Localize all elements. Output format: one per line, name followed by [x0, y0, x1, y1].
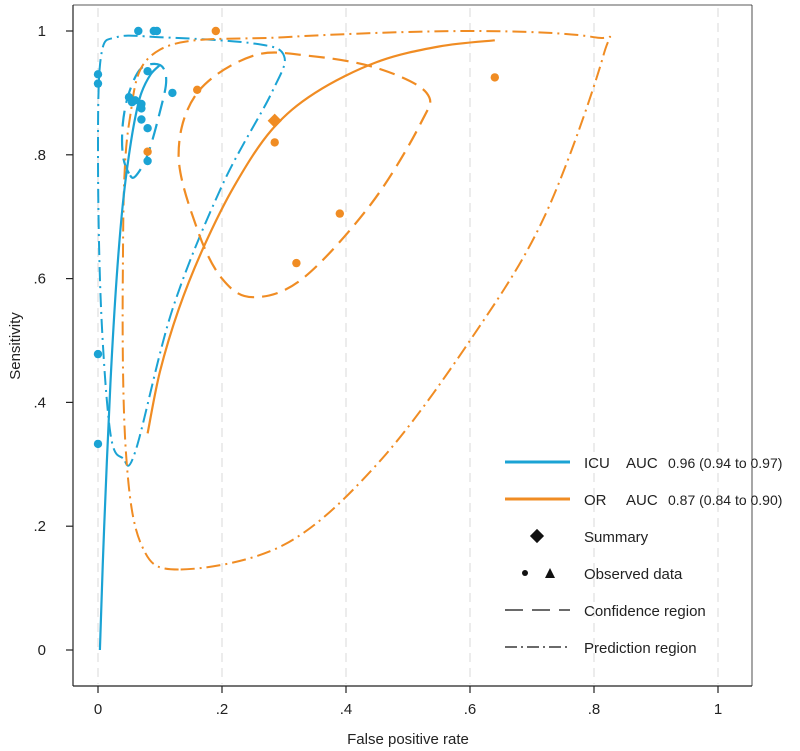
y-tick-label-0: 0: [38, 642, 46, 659]
or-observed-point-1: [490, 73, 499, 82]
icu-observed-point-1: [93, 79, 103, 88]
x-ticks: 0 .2 .4 .6 .8 1: [94, 686, 722, 718]
y-tick-label-5: 1: [38, 23, 46, 40]
legend-summary-diamond: [529, 528, 545, 544]
icu-observed-point-0: [93, 70, 103, 79]
legend-icu-label: ICU: [584, 455, 610, 472]
or-observed-point-3: [270, 138, 279, 147]
y-tick-label-4: .8: [33, 147, 46, 164]
x-axis-title: False positive rate: [347, 731, 469, 748]
legend-icu-auc-value: 0.96 (0.94 to 0.97): [668, 455, 782, 471]
observed-points: [93, 26, 499, 449]
legend-or-auc-value: 0.87 (0.84 to 0.90): [668, 492, 782, 508]
legend-observed-triangle: [545, 568, 555, 578]
or-observed-point-0: [211, 26, 220, 36]
icu-observed-point-10: [143, 67, 152, 76]
legend-observed-dot: [522, 570, 528, 576]
y-tick-label-2: .4: [33, 394, 46, 411]
legend-or-auc-label: AUC: [626, 492, 658, 509]
summary-points: [267, 113, 282, 128]
x-tick-label-2: .4: [340, 701, 353, 718]
or-observed-point-2: [193, 85, 202, 95]
legend-icu-auc-label: AUC: [626, 455, 658, 472]
sroc-curves: [98, 39, 495, 651]
legend-summary-label: Summary: [584, 529, 649, 546]
icu-observed-point-2: [134, 26, 143, 36]
icu-observed-point-16: [93, 439, 103, 449]
icu-observed-point-13: [143, 124, 152, 133]
or-prediction-region: [121, 29, 612, 571]
icu-observed-point-4: [152, 26, 162, 36]
or-observed-point-4: [143, 147, 152, 156]
icu-observed-point-9: [137, 104, 146, 113]
legend-or-label: OR: [584, 492, 607, 509]
icu-observed-point-14: [143, 156, 152, 166]
icu-sroc-curve: [98, 64, 161, 651]
x-tick-label-5: 1: [714, 701, 722, 718]
icu-observed-point-12: [137, 115, 146, 124]
legend-observed-label: Observed data: [584, 566, 683, 583]
or-summary-point: [267, 113, 282, 128]
or-observed-point-5: [335, 209, 344, 218]
y-ticks: 0 .2 .4 .6 .8 1: [33, 23, 73, 659]
legend-confidence-label: Confidence region: [584, 603, 706, 620]
icu-observed-point-11: [168, 88, 177, 98]
y-tick-label-1: .2: [33, 518, 46, 535]
y-tick-label-3: .6: [33, 271, 46, 288]
regions: [96, 29, 612, 571]
icu-observed-point-7: [131, 96, 140, 105]
x-tick-label-4: .8: [588, 701, 601, 718]
or-confidence-region: [177, 51, 432, 299]
y-axis-title: Sensitivity: [7, 312, 24, 380]
x-tick-label-3: .6: [464, 701, 477, 718]
legend: ICU AUC 0.96 (0.94 to 0.97) OR AUC 0.87 …: [505, 455, 782, 657]
or-observed-point-6: [292, 258, 301, 268]
x-tick-label-0: 0: [94, 701, 102, 718]
icu-observed-point-15: [93, 349, 103, 359]
or-sroc-curve: [146, 39, 495, 434]
x-tick-label-1: .2: [216, 701, 229, 718]
legend-prediction-label: Prediction region: [584, 640, 697, 657]
